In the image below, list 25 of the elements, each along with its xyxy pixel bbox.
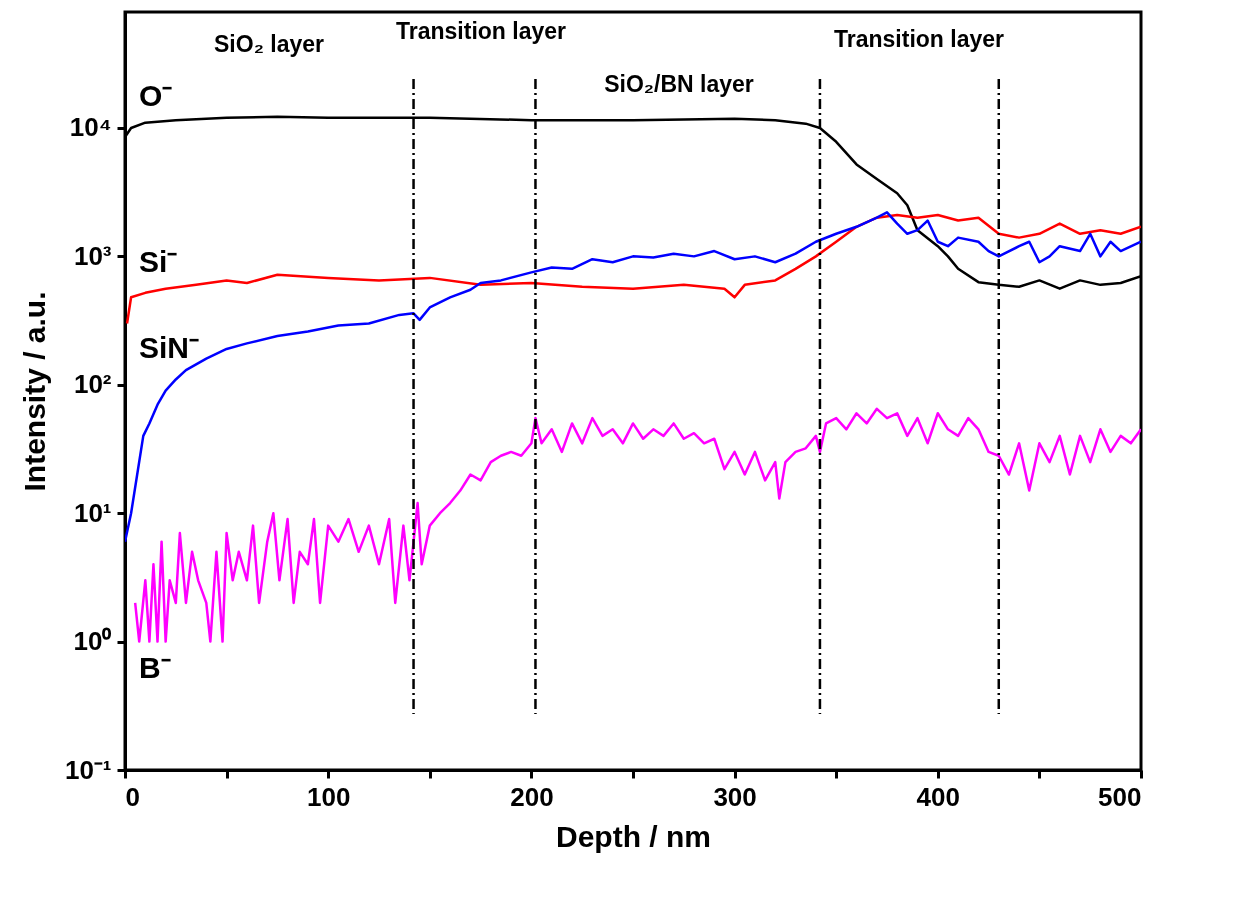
y-tick-label: 10⁴ [69, 112, 112, 143]
y-tick-label: 10⁻¹ [64, 754, 112, 785]
line-series [125, 213, 1141, 325]
series-label: SiN⁻ [139, 331, 200, 364]
annotation: Transition layer [833, 26, 1005, 52]
line-series [125, 211, 1141, 543]
x-tick-label: 300 [713, 781, 757, 812]
series-label: B⁻ [139, 651, 171, 684]
x-axis-title: Depth / nm [556, 819, 711, 853]
y-tick-label: 10² [73, 369, 112, 400]
series-label: O⁻ [139, 79, 173, 112]
x-tick-label: 500 [1098, 781, 1142, 812]
x-tick-label: 200 [510, 781, 554, 812]
annotation: SiO₂/BN layer [604, 71, 754, 97]
x-tick-label: 400 [916, 781, 960, 812]
y-axis-title: Intensity / a.u. [17, 291, 51, 492]
y-tick-label: 10¹ [73, 497, 112, 528]
series-label: Si⁻ [139, 245, 178, 278]
x-tick-label: 100 [307, 781, 351, 812]
annotation: SiO₂ layer [214, 31, 325, 57]
y-tick-label: 10⁰ [73, 626, 113, 657]
annotation: Transition layer [395, 18, 567, 44]
line-series [133, 407, 1141, 643]
x-tick-label: 0 [125, 781, 140, 812]
y-tick-label: 10³ [73, 240, 112, 271]
